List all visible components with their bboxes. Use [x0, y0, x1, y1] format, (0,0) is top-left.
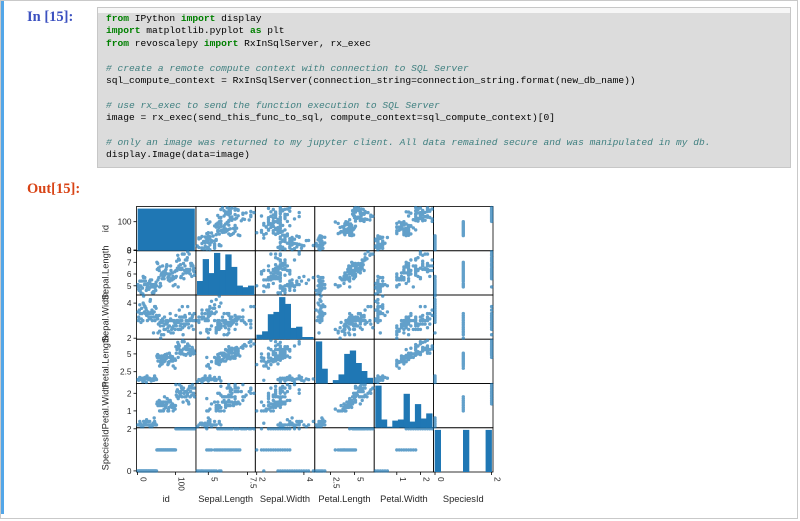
- svg-text:2: 2: [258, 477, 268, 482]
- svg-text:1: 1: [127, 406, 132, 416]
- svg-text:Sepal.Width: Sepal.Width: [101, 292, 111, 342]
- svg-text:2: 2: [127, 333, 132, 343]
- svg-text:0: 0: [139, 477, 149, 482]
- svg-text:5: 5: [127, 349, 132, 359]
- svg-text:4: 4: [127, 298, 132, 308]
- svg-text:2: 2: [127, 388, 132, 398]
- svg-text:2: 2: [127, 424, 132, 434]
- svg-text:2.5: 2.5: [120, 367, 132, 377]
- svg-text:100: 100: [118, 217, 132, 227]
- svg-text:8: 8: [127, 246, 132, 256]
- svg-text:Sepal.Width: Sepal.Width: [260, 494, 310, 504]
- svg-text:4: 4: [305, 477, 315, 482]
- svg-text:Petal.Width: Petal.Width: [101, 382, 111, 430]
- svg-text:2.5: 2.5: [332, 477, 342, 489]
- svg-text:5: 5: [356, 477, 366, 482]
- svg-text:2: 2: [421, 477, 431, 482]
- svg-text:Petal.Width: Petal.Width: [380, 494, 428, 504]
- svg-text:SpeciesId: SpeciesId: [101, 429, 111, 470]
- svg-text:id: id: [163, 494, 170, 504]
- svg-text:6: 6: [127, 269, 132, 279]
- svg-text:id: id: [101, 225, 111, 232]
- svg-text:5: 5: [127, 281, 132, 291]
- svg-text:7: 7: [127, 257, 132, 267]
- svg-text:2: 2: [493, 477, 503, 482]
- svg-text:Sepal.Length: Sepal.Length: [198, 494, 253, 504]
- svg-text:0: 0: [127, 466, 132, 476]
- svg-text:100: 100: [177, 477, 187, 491]
- svg-text:0: 0: [436, 477, 446, 482]
- svg-text:Petal.Length: Petal.Length: [101, 335, 111, 387]
- svg-text:7.5: 7.5: [249, 477, 259, 489]
- svg-text:Petal.Length: Petal.Length: [318, 494, 370, 504]
- svg-text:SpeciesId: SpeciesId: [443, 494, 484, 504]
- svg-text:5: 5: [209, 477, 219, 482]
- svg-text:1: 1: [398, 477, 408, 482]
